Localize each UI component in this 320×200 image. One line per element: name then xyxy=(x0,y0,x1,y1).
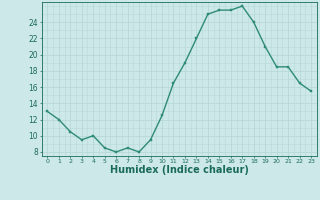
X-axis label: Humidex (Indice chaleur): Humidex (Indice chaleur) xyxy=(110,165,249,175)
